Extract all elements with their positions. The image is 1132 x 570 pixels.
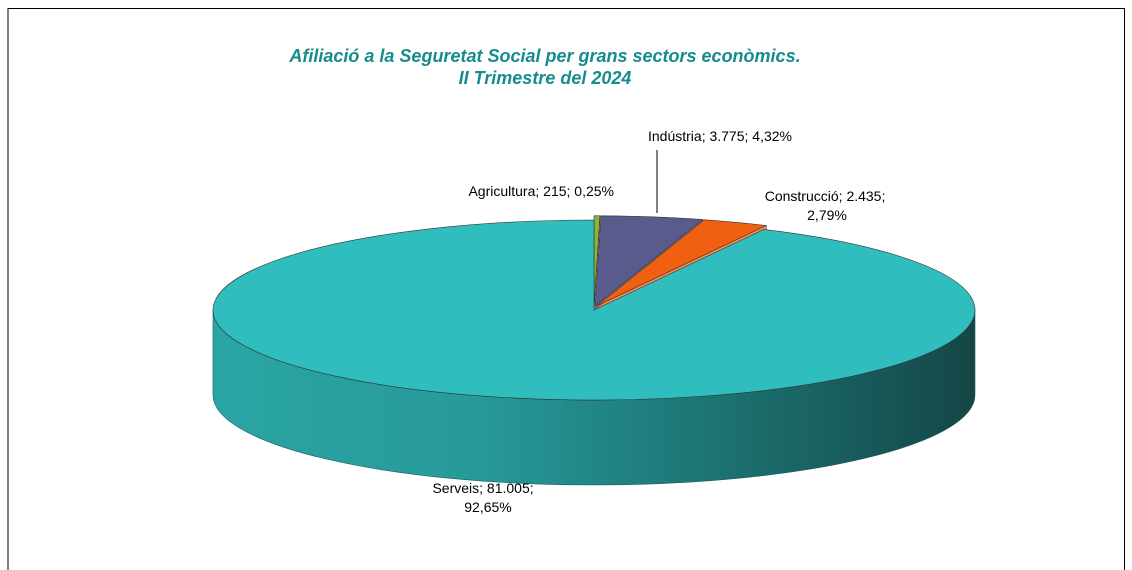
- label-separator: ;: [881, 188, 889, 204]
- slice: [594, 215, 704, 307]
- label-value: 2.435: [846, 188, 881, 204]
- data-label: Construcció; 2.435; 2,79%: [765, 188, 890, 223]
- slice: [212, 219, 976, 401]
- label-separator: ;: [530, 480, 538, 496]
- label-percent: 4,32%: [752, 128, 792, 144]
- label-separator: ;: [702, 128, 710, 144]
- label-value: 215: [543, 183, 567, 199]
- label-separator: ;: [567, 183, 575, 199]
- label-category: Agricultura: [468, 183, 535, 199]
- label-value: 81.005: [487, 480, 530, 496]
- label-separator: ;: [479, 480, 487, 496]
- data-label: Serveis; 81.005; 92,65%: [432, 480, 537, 515]
- label-category: Construcció: [765, 188, 839, 204]
- label-percent: 0,25%: [574, 183, 614, 199]
- slice: [593, 215, 601, 306]
- data-label: Agricultura; 215; 0,25%: [468, 183, 614, 199]
- label-category: Indústria: [648, 128, 702, 144]
- chart-title: Afiliació a la Seguretat Social per gran…: [288, 46, 800, 66]
- label-separator: ;: [745, 128, 753, 144]
- label-category: Serveis: [432, 480, 479, 496]
- label-separator: ;: [535, 183, 543, 199]
- label-percent: 2,79%: [807, 207, 847, 223]
- slice: [596, 219, 768, 307]
- frame: [7, 8, 1125, 570]
- label-separator: ;: [839, 188, 847, 204]
- label-percent: 92,65%: [464, 499, 511, 515]
- label-value: 3.775: [709, 128, 744, 144]
- data-label: Indústria; 3.775; 4,32%: [648, 128, 792, 144]
- chart-title: II Trimestre del 2024: [459, 68, 632, 88]
